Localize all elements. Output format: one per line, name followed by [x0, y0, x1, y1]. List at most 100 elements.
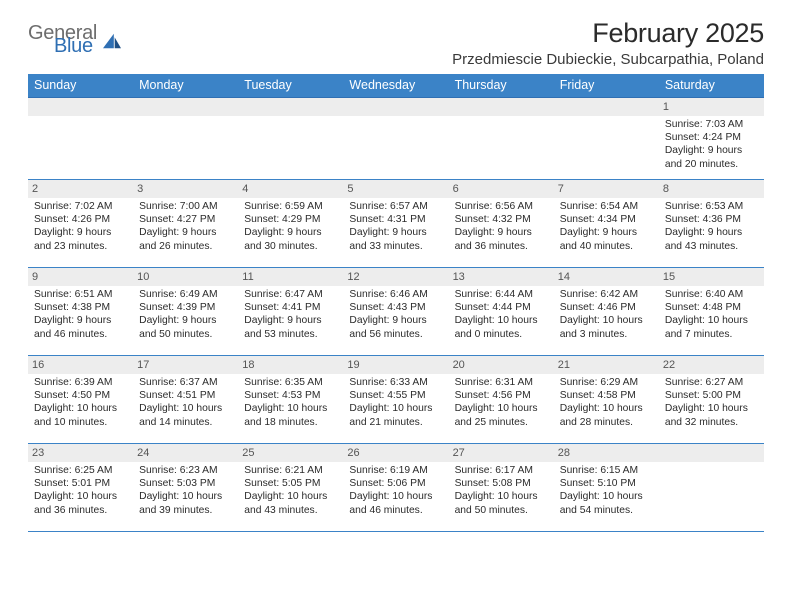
- day-number: 19: [343, 356, 448, 374]
- dayname-wednesday: Wednesday: [343, 74, 448, 98]
- day-details: Sunrise: 6:57 AMSunset: 4:31 PMDaylight:…: [349, 200, 442, 253]
- calendar-body: 1Sunrise: 7:03 AMSunset: 4:24 PMDaylight…: [28, 98, 764, 532]
- calendar-head: Sunday Monday Tuesday Wednesday Thursday…: [28, 74, 764, 98]
- day-number: 15: [659, 268, 764, 286]
- day-number: 17: [133, 356, 238, 374]
- day-number: 20: [449, 356, 554, 374]
- detail-line: and 43 minutes.: [244, 504, 337, 517]
- detail-line: Sunset: 4:46 PM: [560, 301, 653, 314]
- detail-line: Sunrise: 6:53 AM: [665, 200, 758, 213]
- page-header: General Blue February 2025 Przedmiescie …: [28, 18, 764, 68]
- detail-line: Sunset: 4:56 PM: [455, 389, 548, 402]
- detail-line: Daylight: 10 hours: [244, 402, 337, 415]
- detail-line: and 14 minutes.: [139, 416, 232, 429]
- calendar-cell: [449, 98, 554, 180]
- dayname-row: Sunday Monday Tuesday Wednesday Thursday…: [28, 74, 764, 98]
- detail-line: and 21 minutes.: [349, 416, 442, 429]
- detail-line: Sunset: 4:26 PM: [34, 213, 127, 226]
- detail-line: Sunrise: 7:02 AM: [34, 200, 127, 213]
- detail-line: and 36 minutes.: [34, 504, 127, 517]
- detail-line: and 53 minutes.: [244, 328, 337, 341]
- detail-line: and 23 minutes.: [34, 240, 127, 253]
- detail-line: Sunset: 4:58 PM: [560, 389, 653, 402]
- detail-line: Sunrise: 6:17 AM: [455, 464, 548, 477]
- detail-line: Sunrise: 6:54 AM: [560, 200, 653, 213]
- detail-line: Daylight: 10 hours: [665, 314, 758, 327]
- calendar-cell: [133, 98, 238, 180]
- detail-line: Sunrise: 6:56 AM: [455, 200, 548, 213]
- calendar-cell: 6 Sunrise: 6:56 AMSunset: 4:32 PMDaylight…: [449, 180, 554, 268]
- detail-line: and 3 minutes.: [560, 328, 653, 341]
- detail-line: and 0 minutes.: [455, 328, 548, 341]
- detail-line: Daylight: 10 hours: [560, 402, 653, 415]
- detail-line: Daylight: 9 hours: [665, 144, 758, 157]
- brand-text-wrap: General Blue: [28, 24, 97, 56]
- detail-line: Sunrise: 6:15 AM: [560, 464, 653, 477]
- detail-line: Daylight: 9 hours: [560, 226, 653, 239]
- calendar-cell: 2Sunrise: 7:02 AMSunset: 4:26 PMDaylight…: [28, 180, 133, 268]
- day-details: Sunrise: 6:33 AMSunset: 4:55 PMDaylight:…: [349, 376, 442, 429]
- location-subtitle: Przedmiescie Dubieckie, Subcarpathia, Po…: [452, 51, 764, 68]
- detail-line: Sunrise: 6:25 AM: [34, 464, 127, 477]
- detail-line: Daylight: 10 hours: [560, 314, 653, 327]
- detail-line: Sunrise: 6:47 AM: [244, 288, 337, 301]
- detail-line: Daylight: 10 hours: [34, 490, 127, 503]
- detail-line: and 33 minutes.: [349, 240, 442, 253]
- detail-line: Sunrise: 6:51 AM: [34, 288, 127, 301]
- detail-line: Daylight: 10 hours: [560, 490, 653, 503]
- day-number: 10: [133, 268, 238, 286]
- brand-logo: General Blue: [28, 24, 123, 56]
- dayname-tuesday: Tuesday: [238, 74, 343, 98]
- dayname-thursday: Thursday: [449, 74, 554, 98]
- calendar-cell: 11Sunrise: 6:47 AMSunset: 4:41 PMDayligh…: [238, 268, 343, 356]
- detail-line: Daylight: 9 hours: [139, 226, 232, 239]
- detail-line: Sunset: 4:31 PM: [349, 213, 442, 226]
- day-details: Sunrise: 6:27 AMSunset: 5:00 PMDaylight:…: [665, 376, 758, 429]
- detail-line: Sunset: 5:01 PM: [34, 477, 127, 490]
- dayname-saturday: Saturday: [659, 74, 764, 98]
- detail-line: Sunset: 4:44 PM: [455, 301, 548, 314]
- calendar-cell: 27Sunrise: 6:17 AMSunset: 5:08 PMDayligh…: [449, 444, 554, 532]
- calendar-row: 1Sunrise: 7:03 AMSunset: 4:24 PMDaylight…: [28, 98, 764, 180]
- day-details: Sunrise: 6:56 AMSunset: 4:32 PMDaylight:…: [455, 200, 548, 253]
- detail-line: and 43 minutes.: [665, 240, 758, 253]
- day-details: Sunrise: 6:46 AMSunset: 4:43 PMDaylight:…: [349, 288, 442, 341]
- calendar-cell: 9Sunrise: 6:51 AMSunset: 4:38 PMDaylight…: [28, 268, 133, 356]
- detail-line: Sunrise: 6:57 AM: [349, 200, 442, 213]
- detail-line: Daylight: 9 hours: [34, 226, 127, 239]
- calendar-cell: 8Sunrise: 6:53 AMSunset: 4:36 PMDaylight…: [659, 180, 764, 268]
- day-number: 6: [449, 180, 554, 198]
- calendar-row: 16Sunrise: 6:39 AMSunset: 4:50 PMDayligh…: [28, 356, 764, 444]
- day-details: Sunrise: 6:19 AMSunset: 5:06 PMDaylight:…: [349, 464, 442, 517]
- detail-line: Sunrise: 6:42 AM: [560, 288, 653, 301]
- detail-line: Sunset: 4:34 PM: [560, 213, 653, 226]
- calendar-cell: [28, 98, 133, 180]
- detail-line: Sunset: 4:32 PM: [455, 213, 548, 226]
- detail-line: Sunrise: 6:29 AM: [560, 376, 653, 389]
- detail-line: Daylight: 9 hours: [244, 314, 337, 327]
- day-number: 24: [133, 444, 238, 462]
- calendar-cell: 20 Sunrise: 6:31 AMSunset: 4:56 PMDayligh…: [449, 356, 554, 444]
- day-details: Sunrise: 6:47 AMSunset: 4:41 PMDaylight:…: [244, 288, 337, 341]
- calendar-cell: 19 Sunrise: 6:33 AMSunset: 4:55 PMDayligh…: [343, 356, 448, 444]
- day-details: Sunrise: 6:21 AMSunset: 5:05 PMDaylight:…: [244, 464, 337, 517]
- day-details: Sunrise: 6:31 AMSunset: 4:56 PMDaylight:…: [455, 376, 548, 429]
- detail-line: Daylight: 9 hours: [665, 226, 758, 239]
- dayname-friday: Friday: [554, 74, 659, 98]
- detail-line: and 25 minutes.: [455, 416, 548, 429]
- day-details: Sunrise: 6:40 AMSunset: 4:48 PMDaylight:…: [665, 288, 758, 341]
- day-details: Sunrise: 7:02 AMSunset: 4:26 PMDaylight:…: [34, 200, 127, 253]
- day-number: 27: [449, 444, 554, 462]
- calendar-cell: 15 Sunrise: 6:40 AMSunset: 4:48 PMDayligh…: [659, 268, 764, 356]
- month-title: February 2025: [452, 18, 764, 49]
- calendar-cell: 23Sunrise: 6:25 AMSunset: 5:01 PMDayligh…: [28, 444, 133, 532]
- detail-line: Sunset: 4:48 PM: [665, 301, 758, 314]
- day-number: [554, 98, 659, 116]
- detail-line: Sunset: 4:36 PM: [665, 213, 758, 226]
- day-number: 28: [554, 444, 659, 462]
- detail-line: and 50 minutes.: [455, 504, 548, 517]
- dayname-sunday: Sunday: [28, 74, 133, 98]
- detail-line: Sunrise: 6:46 AM: [349, 288, 442, 301]
- detail-line: and 18 minutes.: [244, 416, 337, 429]
- day-number: 22: [659, 356, 764, 374]
